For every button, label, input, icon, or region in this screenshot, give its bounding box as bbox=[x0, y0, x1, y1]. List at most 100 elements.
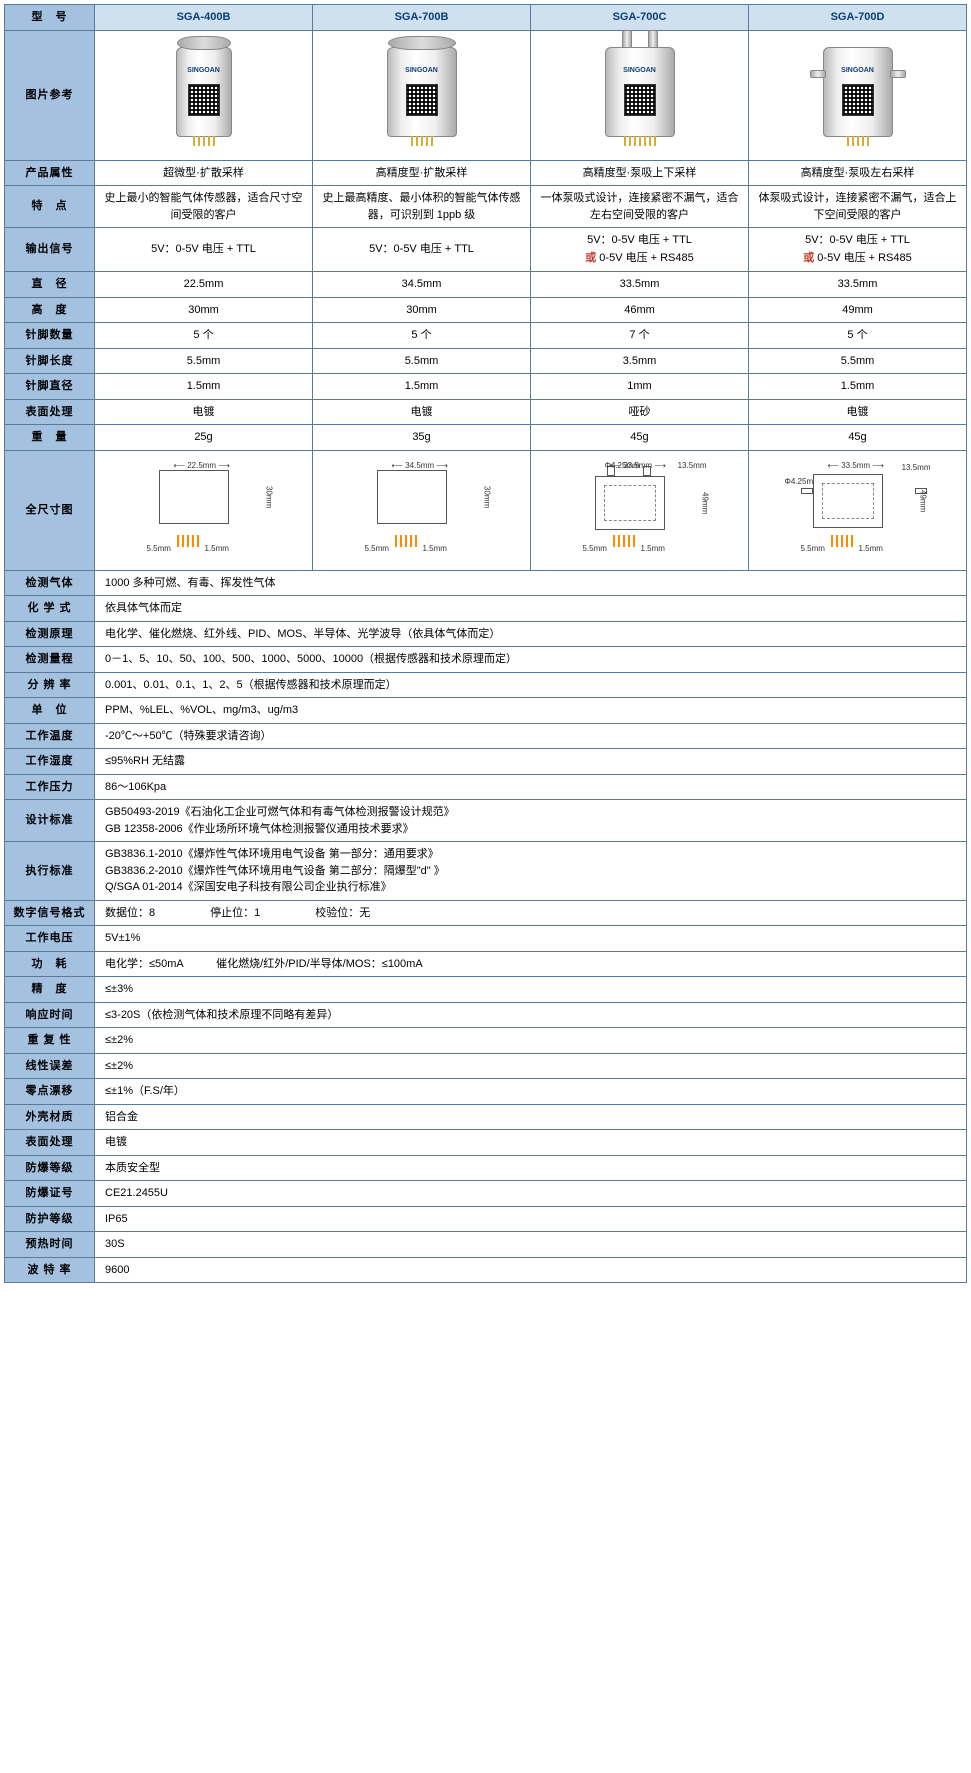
shared-value-22: CE21.2455U bbox=[95, 1181, 967, 1207]
shared-label-5: 单 位 bbox=[5, 698, 95, 724]
attr-0: 超微型·扩散采样 bbox=[95, 160, 313, 186]
shared-label-2: 检测原理 bbox=[5, 621, 95, 647]
header-dim: 全尺寸图 bbox=[5, 450, 95, 570]
header-pin-dia: 针脚直径 bbox=[5, 374, 95, 400]
shared-value-23: IP65 bbox=[95, 1206, 967, 1232]
shared-value-16: ≤±2% bbox=[95, 1028, 967, 1054]
pin-len-0: 5.5mm bbox=[95, 348, 313, 374]
model-1: SGA-700B bbox=[313, 5, 531, 31]
diameter-3: 33.5mm bbox=[749, 272, 967, 298]
shared-label-22: 防爆证号 bbox=[5, 1181, 95, 1207]
feature-1: 史上最高精度、最小体积的智能气体传感器，可识别到 1ppb 级 bbox=[313, 186, 531, 228]
shared-label-16: 重 复 性 bbox=[5, 1028, 95, 1054]
dimension-diagram: ⟵ 33.5mm ⟶ Φ4.25mm13.5mm 49mm 5.5mm 1.5m… bbox=[783, 460, 933, 555]
header-model: 型 号 bbox=[5, 5, 95, 31]
shared-label-11: 数字信号格式 bbox=[5, 900, 95, 926]
shared-value-3: 0－1、5、10、50、100、500、1000、5000、10000（根据传感… bbox=[95, 647, 967, 673]
header-feature: 特 点 bbox=[5, 186, 95, 228]
output-3: 5V：0-5V 电压 + TTL或 0-5V 电压 + RS485 bbox=[749, 228, 967, 272]
header-pin-count: 针脚数量 bbox=[5, 323, 95, 349]
pin-count-1: 5 个 bbox=[313, 323, 531, 349]
product-image: SINGOAN bbox=[823, 47, 893, 137]
pin-dia-2: 1mm bbox=[531, 374, 749, 400]
shared-label-6: 工作温度 bbox=[5, 723, 95, 749]
weight-2: 45g bbox=[531, 425, 749, 451]
dimension-diagram: ⟵ 33.5mm ⟶ Φ4.25mm13.5mm 49mm 5.5mm 1.5m… bbox=[565, 460, 715, 555]
shared-value-17: ≤±2% bbox=[95, 1053, 967, 1079]
diameter-1: 34.5mm bbox=[313, 272, 531, 298]
shared-label-13: 功 耗 bbox=[5, 951, 95, 977]
feature-0: 史上最小的智能气体传感器，适合尺寸空间受限的客户 bbox=[95, 186, 313, 228]
pin-count-2: 7 个 bbox=[531, 323, 749, 349]
pin-dia-1: 1.5mm bbox=[313, 374, 531, 400]
shared-label-20: 表面处理 bbox=[5, 1130, 95, 1156]
height-3: 49mm bbox=[749, 297, 967, 323]
shared-label-23: 防护等级 bbox=[5, 1206, 95, 1232]
product-image: SINGOAN bbox=[387, 47, 457, 137]
spec-table: 型 号SGA-400BSGA-700BSGA-700CSGA-700D图片参考 … bbox=[4, 4, 967, 1283]
shared-label-0: 检测气体 bbox=[5, 570, 95, 596]
header-pin-len: 针脚长度 bbox=[5, 348, 95, 374]
attr-1: 高精度型·扩散采样 bbox=[313, 160, 531, 186]
model-3: SGA-700D bbox=[749, 5, 967, 31]
shared-value-19: 铝合金 bbox=[95, 1104, 967, 1130]
shared-value-20: 电镀 bbox=[95, 1130, 967, 1156]
shared-value-8: 86～106Kpa bbox=[95, 774, 967, 800]
header-diameter: 直 径 bbox=[5, 272, 95, 298]
pin-len-3: 5.5mm bbox=[749, 348, 967, 374]
surface-2: 哑砂 bbox=[531, 399, 749, 425]
shared-value-4: 0.001、0.01、0.1、1、2、5（根据传感器和技术原理而定） bbox=[95, 672, 967, 698]
shared-value-5: PPM、%LEL、%VOL、mg/m3、ug/m3 bbox=[95, 698, 967, 724]
shared-value-21: 本质安全型 bbox=[95, 1155, 967, 1181]
diameter-2: 33.5mm bbox=[531, 272, 749, 298]
feature-3: 体泵吸式设计，连接紧密不漏气，适合上下空间受限的客户 bbox=[749, 186, 967, 228]
product-image: SINGOAN bbox=[605, 47, 675, 137]
surface-3: 电镀 bbox=[749, 399, 967, 425]
shared-label-21: 防爆等级 bbox=[5, 1155, 95, 1181]
shared-label-19: 外壳材质 bbox=[5, 1104, 95, 1130]
shared-value-18: ≤±1%（F.S/年） bbox=[95, 1079, 967, 1105]
diameter-0: 22.5mm bbox=[95, 272, 313, 298]
shared-value-13: 电化学：≤50mA 催化燃烧/红外/PID/半导体/MOS：≤100mA bbox=[95, 951, 967, 977]
height-1: 30mm bbox=[313, 297, 531, 323]
dimension-diagram: ⟵ 22.5mm ⟶ 30mm 5.5mm 1.5mm bbox=[129, 460, 279, 555]
weight-0: 25g bbox=[95, 425, 313, 451]
output-1: 5V：0-5V 电压 + TTL bbox=[313, 228, 531, 272]
shared-value-2: 电化学、催化燃烧、红外线、PID、MOS、半导体、光学波导（依具体气体而定） bbox=[95, 621, 967, 647]
shared-label-1: 化 学 式 bbox=[5, 596, 95, 622]
pin-count-3: 5 个 bbox=[749, 323, 967, 349]
model-0: SGA-400B bbox=[95, 5, 313, 31]
model-2: SGA-700C bbox=[531, 5, 749, 31]
pin-len-1: 5.5mm bbox=[313, 348, 531, 374]
shared-label-17: 线性误差 bbox=[5, 1053, 95, 1079]
shared-label-10: 执行标准 bbox=[5, 842, 95, 901]
shared-label-3: 检测量程 bbox=[5, 647, 95, 673]
shared-label-14: 精 度 bbox=[5, 977, 95, 1003]
shared-value-15: ≤3-20S（依检测气体和技术原理不同略有差异） bbox=[95, 1002, 967, 1028]
shared-value-9: GB50493-2019《石油化工企业可燃气体和有毒气体检测报警设计规范》GB … bbox=[95, 800, 967, 842]
shared-label-15: 响应时间 bbox=[5, 1002, 95, 1028]
shared-value-10: GB3836.1-2010《爆炸性气体环境用电气设备 第一部分：通用要求》GB3… bbox=[95, 842, 967, 901]
pin-dia-0: 1.5mm bbox=[95, 374, 313, 400]
header-attr: 产品属性 bbox=[5, 160, 95, 186]
height-2: 46mm bbox=[531, 297, 749, 323]
shared-value-14: ≤±3% bbox=[95, 977, 967, 1003]
surface-1: 电镀 bbox=[313, 399, 531, 425]
weight-3: 45g bbox=[749, 425, 967, 451]
shared-value-11: 数据位：8 停止位：1 校验位：无 bbox=[95, 900, 967, 926]
header-surface: 表面处理 bbox=[5, 399, 95, 425]
shared-label-7: 工作湿度 bbox=[5, 749, 95, 775]
shared-value-6: -20℃～+50℃（特殊要求请咨询） bbox=[95, 723, 967, 749]
shared-label-12: 工作电压 bbox=[5, 926, 95, 952]
shared-value-7: ≤95%RH 无结露 bbox=[95, 749, 967, 775]
pin-count-0: 5 个 bbox=[95, 323, 313, 349]
shared-value-12: 5V±1% bbox=[95, 926, 967, 952]
header-weight: 重 量 bbox=[5, 425, 95, 451]
shared-label-24: 预热时间 bbox=[5, 1232, 95, 1258]
shared-value-1: 依具体气体而定 bbox=[95, 596, 967, 622]
shared-label-4: 分 辨 率 bbox=[5, 672, 95, 698]
weight-1: 35g bbox=[313, 425, 531, 451]
dimension-diagram: ⟵ 34.5mm ⟶ 30mm 5.5mm 1.5mm bbox=[347, 460, 497, 555]
shared-label-25: 波 特 率 bbox=[5, 1257, 95, 1283]
shared-value-24: 30S bbox=[95, 1232, 967, 1258]
